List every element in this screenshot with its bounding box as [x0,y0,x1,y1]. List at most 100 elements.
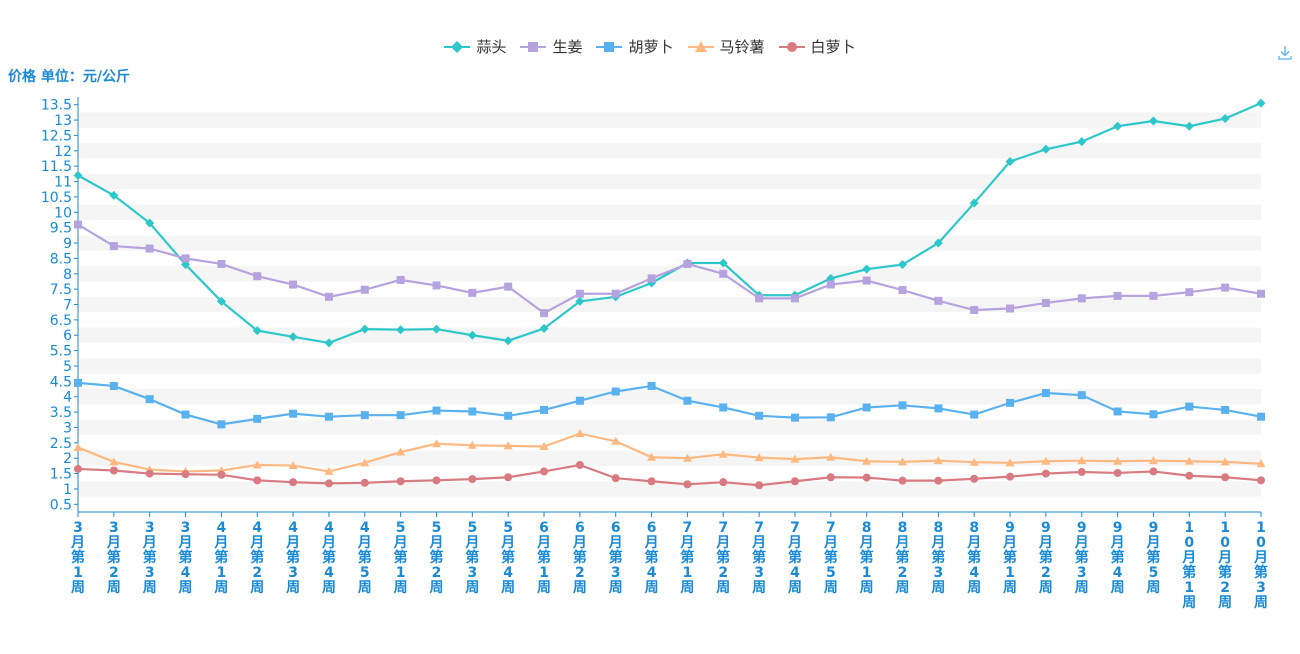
data-point [1077,294,1086,303]
series-line-4 [77,463,1262,487]
data-point [1006,398,1015,407]
data-point [647,477,656,486]
data-point [898,457,908,466]
series-line-2 [77,381,1262,426]
data-point [1006,472,1015,481]
legend-item[interactable]: 蒜头 [444,36,506,57]
data-point [109,381,118,390]
data-point [826,413,835,422]
data-point [504,411,513,420]
y-tick-label: 10.5 [41,190,72,206]
legend-item[interactable]: 生姜 [520,36,582,57]
y-tick-label: 3 [63,420,72,436]
x-tick-label: 5 月第 2 周 [428,520,443,596]
data-point [360,411,369,420]
data-point [790,477,799,486]
data-point [898,286,907,295]
data-point [1184,121,1194,131]
data-point [145,469,154,478]
data-point [1221,405,1230,414]
data-point [898,260,908,270]
data-point [970,306,979,315]
data-point [1257,289,1265,298]
data-point [790,413,799,422]
data-point [253,476,262,485]
grid-band [78,389,1261,405]
y-tick-label: 9.5 [50,221,72,237]
legend-item[interactable]: 白萝卜 [778,36,856,57]
y-tick-label: 4 [63,390,72,406]
x-tick-label: 3 月第 3 周 [142,520,157,596]
data-point [826,473,835,482]
legend-item[interactable]: 马铃薯 [687,36,765,57]
data-point [1256,459,1266,468]
data-point [1041,144,1051,154]
legend: 蒜头 生姜 胡萝卜 马铃薯 白萝卜 [0,36,1300,57]
data-point [1005,157,1015,167]
legend-item[interactable]: 胡萝卜 [596,36,674,57]
x-tick-label: 9 月第 3 周 [1074,520,1089,596]
grid-band [78,481,1261,497]
data-point [933,456,943,465]
y-tick-label: 12 [54,144,72,160]
data-point [324,412,333,421]
download-icon[interactable] [1276,44,1294,62]
data-point [1184,456,1194,465]
data-point [74,464,82,473]
grid-band [78,373,1261,390]
y-tick-label: 1.5 [50,467,72,483]
data-point [1185,471,1194,480]
grid-band [78,112,1261,128]
data-point [647,274,656,283]
data-point [1041,389,1050,398]
data-point [468,475,477,484]
data-point [969,198,979,208]
data-point [253,414,262,423]
data-point [933,238,943,248]
data-point [1077,468,1086,477]
x-tick-label: 8 月第 3 周 [930,520,945,596]
data-point [468,407,477,416]
x-tick-label: 7 月第 5 周 [823,520,838,596]
x-tick-label: 1 0 月第 3 周 [1253,520,1268,611]
data-point [790,454,800,463]
data-point [109,242,118,251]
data-point [432,476,441,485]
data-point [217,470,226,479]
data-point [396,477,405,486]
data-point [1113,456,1123,465]
x-tick-label: 4 月第 3 周 [285,520,300,596]
grid-band [78,327,1261,343]
data-point [1041,469,1050,478]
series-line-0 [77,102,1262,345]
grid-band [78,312,1261,328]
data-point [324,466,334,475]
y-tick-label: 13.5 [41,98,72,114]
data-point [683,480,692,489]
data-point [719,269,728,278]
grid-band [78,158,1261,174]
y-tick-label: 11.5 [41,159,72,175]
data-point [109,466,118,475]
data-point [611,289,620,298]
data-point [252,460,262,469]
data-point [288,332,298,342]
data-point [324,479,333,488]
data-point [611,436,621,445]
data-point [1041,298,1050,307]
data-point [109,190,119,200]
grid-band [78,219,1261,236]
data-point [181,254,190,263]
y-tick-label: 1 [63,482,72,498]
data-point [790,294,799,303]
data-point [467,440,477,449]
data-point [1077,391,1086,400]
x-tick-label: 9 月第 5 周 [1145,520,1160,596]
data-point [1220,457,1230,466]
data-point [826,280,835,289]
x-tick-label: 6 月第 4 周 [644,520,659,596]
data-point [73,442,83,451]
data-point [74,220,82,229]
data-point [826,452,836,461]
